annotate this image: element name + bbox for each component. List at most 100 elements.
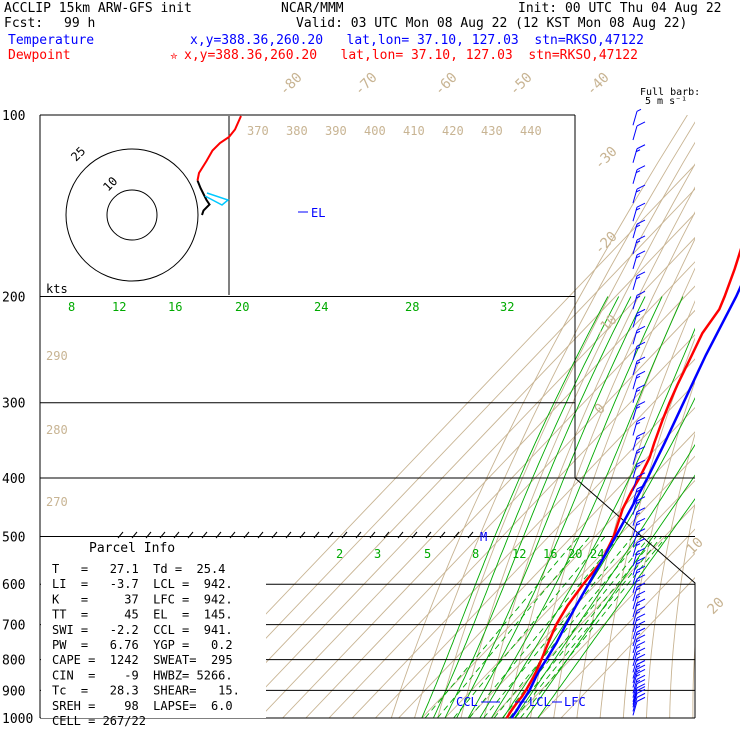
wind-barb-flag xyxy=(635,646,641,650)
theta-label: 380 xyxy=(286,124,308,138)
wind-barb-flag xyxy=(635,255,641,259)
barb-legend-title: Full barb: xyxy=(640,87,700,98)
hatch-mark xyxy=(313,531,320,539)
parcel-info-row: PW = 6.76 YGP = 0.2 xyxy=(52,638,233,652)
init-time: Init: 00 UTC Thu 04 Aug 22 xyxy=(518,1,722,16)
pressure-label: 1000 xyxy=(2,712,33,727)
wind-barb-flag xyxy=(635,665,641,668)
wind-barb xyxy=(632,271,646,291)
isotherm-line xyxy=(212,115,695,718)
wind-barb xyxy=(632,660,646,679)
wind-barb-flag xyxy=(635,375,641,379)
dry-adiabat xyxy=(716,115,740,718)
isotherm-label: -40 xyxy=(584,70,613,99)
wind-barb xyxy=(632,459,646,479)
mixing-ratio-label: 20 xyxy=(568,547,582,561)
isotherm-line xyxy=(235,115,695,718)
wind-barb xyxy=(632,556,646,576)
moist-adiabat xyxy=(456,296,646,718)
wind-barb-flag xyxy=(636,556,646,562)
hatch-mark xyxy=(453,531,460,539)
wind-barb-flag xyxy=(635,552,641,556)
wind-barb xyxy=(632,250,646,270)
wind-barb-staff xyxy=(632,693,638,708)
isotherm-line xyxy=(398,115,695,718)
isotherm-line xyxy=(282,115,695,718)
wind-barb-flag xyxy=(636,325,646,331)
wind-barb-flag xyxy=(636,446,646,452)
wind-barb-flag xyxy=(636,108,642,112)
pressure-label: 700 xyxy=(2,619,25,634)
pressure-label: 400 xyxy=(2,472,25,487)
isotherm-label: -60 xyxy=(432,70,461,99)
forecast-hours: 99 h xyxy=(64,16,96,31)
wind-barb-flag xyxy=(636,235,646,241)
wind-barb-flag xyxy=(635,489,641,493)
wind-barb-flag xyxy=(636,459,646,465)
wind-barb-flag xyxy=(636,683,646,689)
mixing-ratio-line xyxy=(520,536,667,718)
temperature-line xyxy=(510,284,740,719)
wind-barb-flag xyxy=(635,579,641,583)
hodograph-ring xyxy=(106,189,158,241)
hodograph-ring xyxy=(65,148,199,282)
wind-barb-flag xyxy=(635,543,641,547)
hatch-mark xyxy=(243,531,250,539)
mixing-ratio-label: 28 xyxy=(405,300,419,314)
wind-barb-flag xyxy=(636,664,646,670)
wind-barb-flag xyxy=(635,451,641,455)
hatch-mark xyxy=(215,531,222,539)
theta-label: 390 xyxy=(325,124,347,138)
wind-barb-flag xyxy=(636,538,646,544)
hatch-mark xyxy=(201,531,208,539)
wind-barb-flag xyxy=(636,202,646,208)
wind-barb-flag xyxy=(636,341,646,347)
parcel-info-box xyxy=(41,538,266,718)
wind-barb-staff xyxy=(632,254,638,270)
wind-barb-flag xyxy=(636,620,646,626)
dewpoint-line xyxy=(505,247,740,719)
wind-barb xyxy=(632,620,646,640)
hatch-mark xyxy=(411,531,418,539)
wind-barb xyxy=(632,325,646,345)
el-label: EL xyxy=(311,206,325,220)
hatch-mark xyxy=(369,531,376,539)
wind-barb-flag xyxy=(636,432,646,437)
wind-barb-flag xyxy=(636,582,646,588)
temperature-legend: Temperature xyxy=(8,33,95,48)
wind-barb-flag xyxy=(636,598,646,604)
hatch-mark xyxy=(299,531,306,539)
pressure-label: 200 xyxy=(2,291,25,306)
wind-barb-flag xyxy=(636,165,646,171)
wind-barb-flag xyxy=(635,625,641,629)
mixing-ratio-label: 3 xyxy=(374,547,381,561)
wind-barb-flag xyxy=(635,170,641,174)
theta-label: 270 xyxy=(46,495,68,509)
wind-barb-flag xyxy=(635,276,641,280)
mixing-ratio-line xyxy=(424,536,579,718)
wind-barb-flag xyxy=(635,389,641,393)
dewpoint-star-icon: ✮ xyxy=(170,48,178,63)
wind-barb-flag xyxy=(636,647,646,653)
wind-barb xyxy=(632,653,646,673)
wind-barb xyxy=(632,235,646,255)
mixing-ratio-line xyxy=(493,536,643,718)
hatch-mark xyxy=(271,531,278,539)
wind-barb-flag xyxy=(635,406,641,410)
pressure-label: 900 xyxy=(2,684,25,699)
mixing-ratio-line xyxy=(453,536,606,718)
wind-barb xyxy=(632,647,646,667)
isotherm-line xyxy=(305,115,695,718)
wind-barb-staff xyxy=(632,683,638,698)
lfc-label: LFC xyxy=(564,695,586,709)
wind-barb xyxy=(632,627,646,647)
hodograph-trace xyxy=(196,180,211,216)
wind-barb xyxy=(632,598,646,618)
isotherm-label: -10 xyxy=(592,312,621,341)
pressure-label: 800 xyxy=(2,654,25,669)
temperature-location: x,y=388.36,260.20 lat,lon= 37.10, 127.03… xyxy=(190,33,644,48)
wind-barb-flag xyxy=(635,523,641,526)
hatch-mark xyxy=(327,531,334,539)
pressure-label: 100 xyxy=(2,109,25,124)
